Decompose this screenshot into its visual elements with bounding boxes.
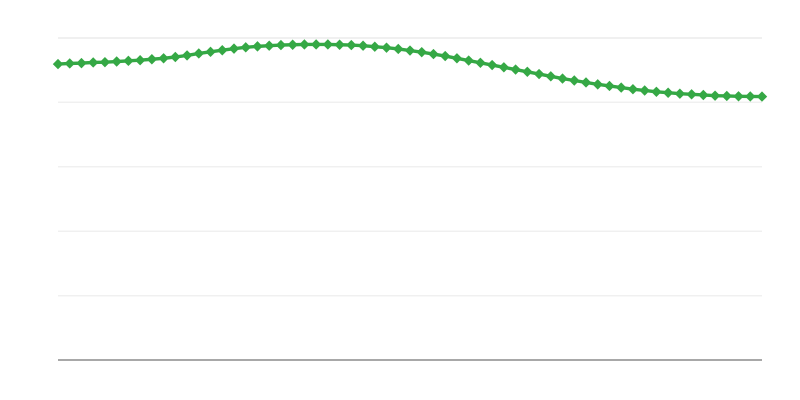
data-point-marker[interactable]: [651, 86, 662, 97]
data-point-marker[interactable]: [627, 84, 639, 95]
data-point-marker[interactable]: [604, 80, 615, 92]
series-1: [52, 39, 768, 102]
data-point-marker[interactable]: [310, 39, 322, 50]
data-point-marker[interactable]: [88, 57, 99, 68]
data-point-marker[interactable]: [146, 54, 158, 65]
data-point-marker[interactable]: [170, 51, 181, 63]
data-point-marker[interactable]: [451, 53, 463, 64]
data-point-marker[interactable]: [123, 55, 134, 67]
data-point-marker[interactable]: [134, 55, 146, 66]
data-point-marker[interactable]: [393, 43, 404, 55]
data-point-marker[interactable]: [181, 50, 193, 61]
data-point-marker[interactable]: [275, 39, 287, 51]
data-point-marker[interactable]: [639, 85, 650, 96]
data-point-marker[interactable]: [674, 88, 686, 99]
data-point-marker[interactable]: [592, 79, 603, 90]
data-point-marker[interactable]: [287, 39, 298, 50]
data-point-marker[interactable]: [463, 55, 474, 66]
data-point-marker[interactable]: [158, 53, 169, 64]
data-point-marker[interactable]: [322, 39, 334, 50]
data-point-marker[interactable]: [205, 46, 216, 58]
data-point-marker[interactable]: [64, 58, 75, 69]
data-point-marker[interactable]: [557, 73, 568, 84]
data-point-marker[interactable]: [486, 59, 498, 71]
data-point-marker[interactable]: [52, 58, 64, 70]
data-point-marker[interactable]: [299, 39, 310, 50]
data-point-marker[interactable]: [721, 90, 732, 102]
data-point-marker[interactable]: [264, 40, 275, 51]
data-point-marker[interactable]: [346, 39, 357, 51]
data-point-marker[interactable]: [545, 71, 556, 82]
data-point-marker[interactable]: [662, 87, 674, 98]
data-point-marker[interactable]: [416, 46, 427, 58]
data-point-marker[interactable]: [428, 48, 439, 60]
data-point-marker[interactable]: [522, 66, 533, 78]
data-point-marker[interactable]: [381, 42, 392, 53]
data-point-marker[interactable]: [240, 42, 251, 53]
data-point-marker[interactable]: [369, 41, 380, 52]
data-point-marker[interactable]: [475, 57, 486, 68]
data-point-marker[interactable]: [580, 77, 592, 88]
data-point-marker[interactable]: [357, 40, 369, 51]
data-point-marker[interactable]: [252, 41, 263, 52]
data-point-marker[interactable]: [533, 68, 545, 80]
data-series: [52, 39, 768, 102]
data-point-marker[interactable]: [404, 45, 416, 56]
data-point-marker[interactable]: [193, 48, 204, 59]
data-point-marker[interactable]: [686, 89, 697, 100]
data-point-marker[interactable]: [498, 62, 510, 73]
data-point-marker[interactable]: [510, 64, 521, 75]
data-point-marker[interactable]: [569, 75, 580, 86]
data-point-marker[interactable]: [733, 91, 744, 102]
data-point-marker[interactable]: [440, 50, 451, 62]
data-point-marker[interactable]: [334, 39, 345, 50]
data-point-marker[interactable]: [228, 43, 240, 54]
data-point-marker[interactable]: [616, 82, 627, 93]
data-point-marker[interactable]: [76, 57, 87, 69]
data-point-marker[interactable]: [756, 91, 768, 102]
data-point-marker[interactable]: [709, 90, 721, 101]
data-point-marker[interactable]: [698, 89, 709, 101]
data-point-marker[interactable]: [99, 56, 111, 68]
data-point-marker[interactable]: [745, 91, 756, 102]
data-point-marker[interactable]: [111, 56, 122, 67]
data-point-marker[interactable]: [217, 45, 228, 56]
